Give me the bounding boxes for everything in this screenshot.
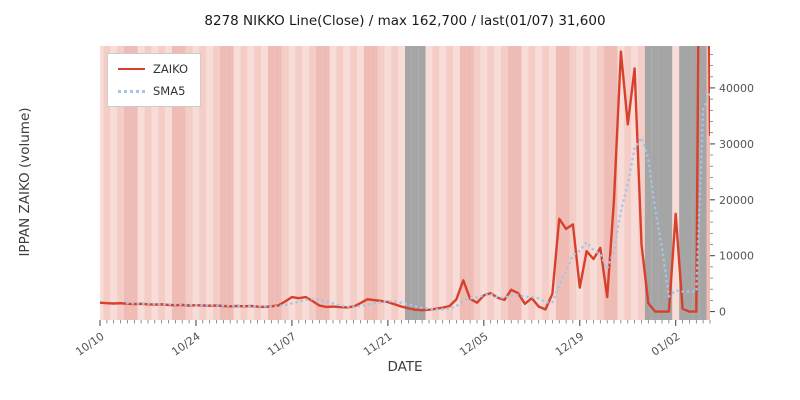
- legend-label: SMA5: [153, 84, 186, 98]
- y-tick-label: 30000: [719, 138, 754, 151]
- chart-title: 8278 NIKKO Line(Close) / max 162,700 / l…: [204, 13, 606, 29]
- x-tick-label: 12/05: [457, 330, 490, 359]
- x-axis-label: DATE: [387, 359, 423, 375]
- x-tick-label: 11/07: [265, 330, 298, 359]
- x-tick-label: 10/10: [73, 330, 106, 359]
- solid-line-swatch: [118, 68, 145, 70]
- x-tick-label: 12/19: [553, 330, 586, 359]
- x-tick-label: 01/02: [649, 330, 682, 359]
- y-tick-label: 0: [719, 306, 726, 319]
- legend-label: ZAIKO: [153, 62, 189, 76]
- legend: ZAIKO SMA5: [107, 53, 202, 107]
- y-tick-label: 20000: [719, 194, 754, 207]
- legend-item-zaiko: ZAIKO: [118, 62, 188, 76]
- legend-item-sma5: SMA5: [118, 84, 188, 98]
- x-tick-label: 11/21: [361, 330, 394, 359]
- y-tick-label: 40000: [719, 82, 754, 95]
- dotted-line-swatch: [118, 89, 145, 93]
- x-tick-label: 10/24: [169, 330, 202, 359]
- y-tick-label: 10000: [719, 250, 754, 263]
